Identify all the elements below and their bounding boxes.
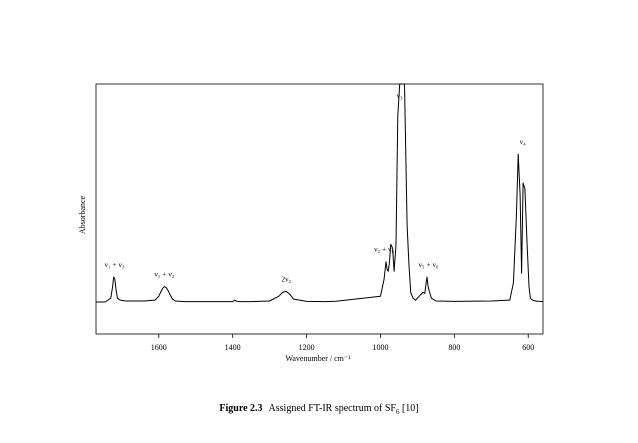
x-tick-label: 1600 — [151, 343, 167, 352]
x-axis-label: Wavenumber / cm⁻¹ — [285, 354, 351, 363]
peak-annotations: ν₁ + ν₃ ν₁ + ν₂ 2ν₂ ν₂ + ν₆ ν₃ ν₅ + ν₆ ν₄ — [104, 91, 526, 283]
peak-annotation: 2ν₂ — [281, 274, 291, 283]
x-tick-label: 600 — [522, 343, 534, 352]
peak-annotation: ν₂ + ν₆ — [374, 245, 394, 254]
figure-caption: Figure 2.3 Assigned FT-IR spectrum of SF6… — [0, 403, 638, 416]
spectrum-series-line — [96, 83, 544, 303]
caption-subscript: 6 — [395, 408, 400, 416]
y-axis-label: Absorbance — [78, 195, 87, 234]
peak-annotation: ν₄ — [520, 137, 526, 146]
x-tick-label: 800 — [448, 343, 460, 352]
figure-number: Figure 2.3 — [219, 403, 263, 414]
x-axis-ticks: 1600 1400 1200 1000 800 600 — [151, 334, 534, 352]
caption-text: Assigned FT-IR spectrum of SF — [268, 403, 396, 414]
x-tick-label: 1400 — [225, 343, 241, 352]
peak-annotation: ν₁ + ν₂ — [154, 270, 174, 279]
x-tick-label: 1000 — [372, 343, 388, 352]
peak-annotation: ν₁ + ν₃ — [104, 260, 124, 269]
spectrum-curve-layer — [96, 83, 544, 303]
peak-annotation: ν₅ + ν₆ — [418, 260, 438, 269]
x-tick-label: 1200 — [299, 343, 315, 352]
peak-annotation: ν₃ — [397, 91, 403, 100]
caption-reference: [10] — [399, 403, 419, 414]
plot-frame — [95, 83, 544, 335]
